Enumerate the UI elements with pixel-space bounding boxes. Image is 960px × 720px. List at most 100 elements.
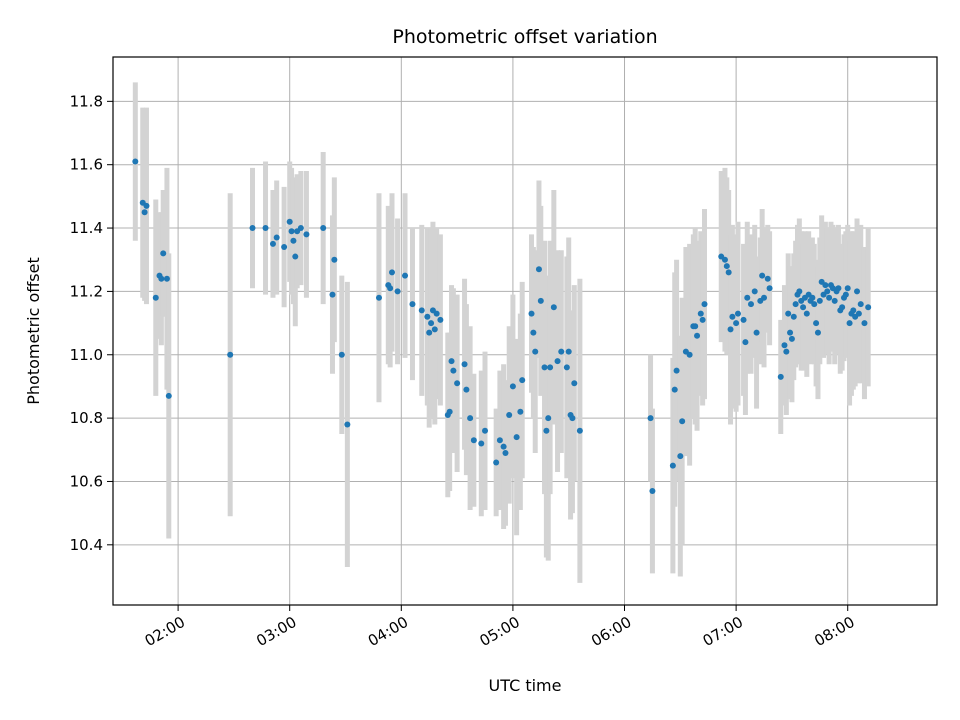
data-point	[813, 320, 820, 327]
data-point	[545, 415, 552, 422]
y-tick-label: 11.4	[70, 219, 103, 237]
data-point	[528, 310, 535, 317]
x-axis-label: UTC time	[489, 676, 562, 695]
y-axis-ticks: 10.4 10.6 10.8 11.0 11.2 11.4 11.6 11.8	[70, 92, 113, 554]
data-point	[338, 351, 345, 358]
data-point	[387, 285, 394, 292]
data-point	[803, 310, 810, 317]
data-point	[796, 288, 803, 295]
data-point	[424, 313, 431, 320]
data-point	[844, 285, 851, 292]
data-point	[764, 275, 771, 282]
data-point	[344, 421, 351, 428]
data-point	[482, 427, 489, 434]
data-point	[855, 310, 862, 317]
data-point	[816, 297, 823, 304]
data-point	[163, 275, 170, 282]
data-point	[517, 408, 524, 415]
data-point	[331, 256, 338, 263]
data-point	[734, 310, 741, 317]
data-point	[759, 272, 766, 279]
data-point	[787, 329, 794, 336]
data-point	[783, 348, 790, 355]
data-point	[428, 320, 435, 327]
data-point	[467, 415, 474, 422]
data-point	[781, 342, 788, 349]
data-point	[842, 291, 849, 298]
data-point	[537, 297, 544, 304]
data-point	[669, 462, 676, 469]
y-tick-label: 10.6	[70, 472, 103, 490]
data-point	[502, 449, 509, 456]
data-points	[132, 158, 872, 494]
data-point	[450, 367, 457, 374]
data-point	[160, 250, 167, 257]
data-point	[846, 320, 853, 327]
y-axis-label: Photometric offset	[24, 257, 43, 405]
data-point	[811, 301, 818, 308]
y-tick-label: 11.2	[70, 282, 103, 300]
data-point	[673, 367, 680, 374]
data-point	[777, 373, 784, 380]
y-tick-label: 11.0	[70, 346, 103, 364]
data-point	[792, 301, 799, 308]
data-point	[292, 253, 299, 260]
data-point	[433, 310, 440, 317]
data-point	[446, 408, 453, 415]
data-point	[857, 301, 864, 308]
data-point	[826, 294, 833, 301]
data-point	[788, 335, 795, 342]
data-point	[500, 443, 507, 450]
data-point	[744, 294, 751, 301]
data-point	[865, 304, 872, 311]
data-point	[697, 310, 704, 317]
data-point	[141, 209, 148, 216]
data-point	[541, 364, 548, 371]
data-point	[785, 310, 792, 317]
data-point	[721, 256, 728, 263]
data-point	[269, 240, 276, 247]
data-point	[790, 313, 797, 320]
data-point	[463, 386, 470, 393]
data-point	[824, 288, 831, 295]
data-point	[448, 358, 455, 365]
data-point	[454, 380, 461, 387]
chart-title: Photometric offset variation	[392, 26, 657, 48]
plot-frame	[112, 56, 938, 606]
data-point	[569, 415, 576, 422]
data-point	[814, 329, 821, 336]
data-point	[699, 316, 706, 323]
data-point	[394, 288, 401, 295]
data-point	[747, 301, 754, 308]
data-point	[854, 288, 861, 295]
data-point	[273, 234, 280, 241]
data-point	[692, 323, 699, 330]
data-point	[733, 320, 740, 327]
y-tick-label: 10.8	[70, 409, 103, 427]
data-point	[723, 263, 730, 270]
data-point	[152, 294, 159, 301]
data-point	[461, 361, 468, 368]
y-tick-label: 11.6	[70, 156, 103, 174]
data-point	[822, 282, 829, 289]
y-tick-label: 11.8	[70, 92, 103, 110]
data-point	[861, 320, 868, 327]
data-point	[729, 313, 736, 320]
data-point	[227, 351, 234, 358]
data-point	[550, 304, 557, 311]
data-point	[506, 411, 513, 418]
data-point	[478, 440, 485, 447]
data-point	[496, 437, 503, 444]
data-point	[418, 307, 425, 314]
data-point	[329, 291, 336, 298]
data-point	[288, 228, 295, 235]
data-point	[558, 348, 565, 355]
data-point	[409, 301, 416, 308]
data-point	[809, 294, 816, 301]
data-point	[375, 294, 382, 301]
data-point	[389, 269, 396, 276]
data-point	[431, 326, 438, 333]
data-point	[831, 297, 838, 304]
data-point	[532, 348, 539, 355]
